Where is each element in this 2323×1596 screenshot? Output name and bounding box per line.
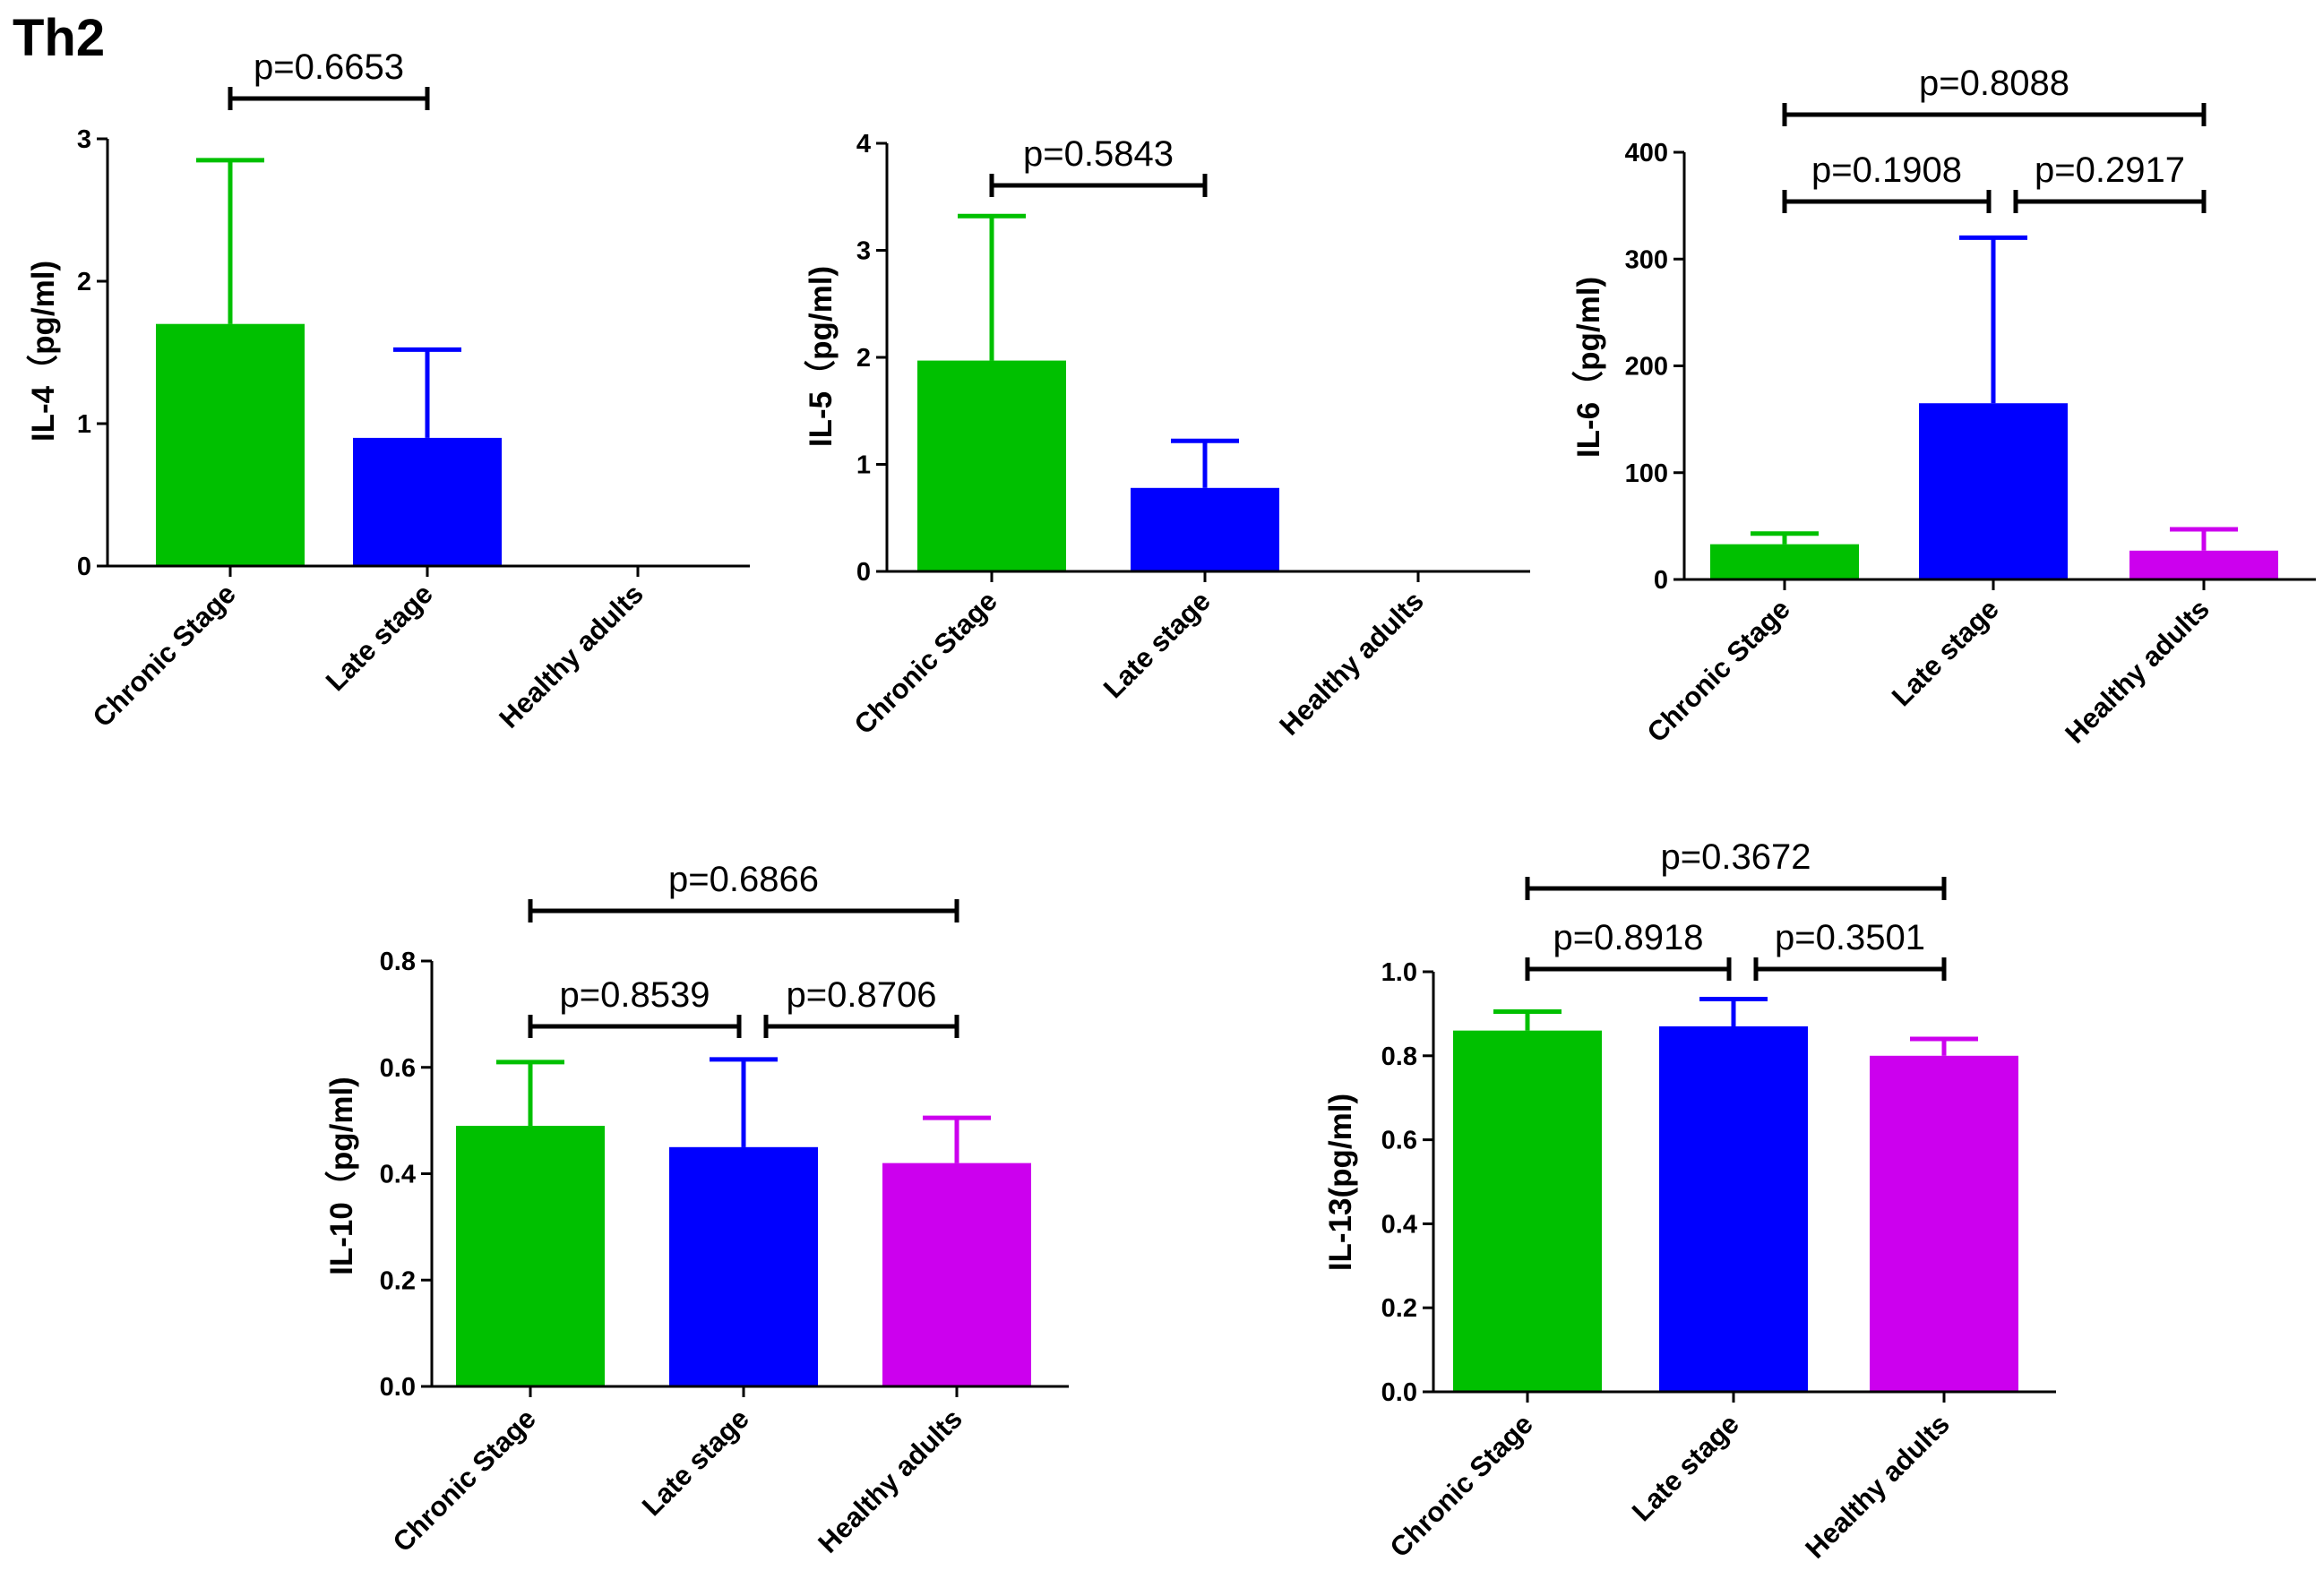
y-tick-label: 0.0 [1381, 1378, 1417, 1407]
chart-il6: 0 100 200 300 400 Chronic Stage Late stage Heal… [1571, 64, 2316, 750]
y-tick-label: 3 [856, 237, 871, 266]
category-label: Healthy adults [493, 578, 650, 734]
p-value-label: p=0.8088 [1919, 64, 2069, 103]
p-value-label: p=0.8539 [560, 975, 710, 1015]
y-tick-label: 200 [1625, 353, 1668, 382]
category-label: Chronic Stage [387, 1403, 542, 1557]
bar-chronic [156, 323, 305, 566]
y-tick-label: 0.0 [380, 1373, 416, 1402]
y-tick-label: 1.0 [1381, 958, 1417, 987]
bar-late [669, 1146, 818, 1386]
y-tick-label: 0.2 [380, 1266, 416, 1295]
p-value-label: p=0.3501 [1775, 918, 1925, 957]
category-label: Chronic Stage [848, 585, 1003, 740]
bar-late [1659, 1025, 1808, 1392]
chart-il5: 0 1 2 3 4 Chronic Stage Late stage Healthy adul… [804, 130, 1530, 742]
p-value-label: p=0.3672 [1661, 837, 1811, 877]
category-label: Chronic Stage [87, 578, 242, 733]
bar-chronic [1453, 1030, 1602, 1392]
bar-chronic [1710, 544, 1859, 579]
y-axis-label: IL-4（pg/ml) [26, 261, 61, 442]
y-tick-label: 0 [1654, 566, 1668, 595]
y-tick-label: 0.6 [380, 1054, 416, 1083]
y-tick-label: 0.8 [380, 948, 416, 976]
y-tick-label: 0 [77, 553, 91, 581]
bar-healthy [882, 1163, 1031, 1386]
bar-chronic [917, 360, 1066, 571]
bar-chronic [456, 1126, 605, 1386]
y-tick-label: 100 [1625, 459, 1668, 488]
category-label: Late stage [636, 1403, 755, 1522]
chart-il4: 0 1 2 3 Chronic Stage Late stage Healthy adult… [26, 47, 750, 734]
category-label: Late stage [1626, 1408, 1745, 1527]
y-axis-label: IL-13(pg/ml) [1323, 1094, 1358, 1271]
y-tick-label: 0.4 [1381, 1210, 1417, 1239]
y-tick-label: 1 [77, 410, 91, 439]
y-axis-label: IL-6（pg/ml) [1571, 277, 1606, 458]
category-label: Chronic Stage [1641, 593, 1796, 748]
chart-il10: 0.0 0.2 0.4 0.6 0.8 Chronic Stage Late stage He… [324, 860, 1069, 1559]
category-label: Healthy adults [812, 1403, 968, 1559]
category-label: Late stage [1886, 593, 2005, 712]
p-value-label: p=0.1908 [1811, 150, 1962, 190]
category-label: Healthy adults [1799, 1408, 1956, 1565]
chart-il13: 0.0 0.2 0.4 0.6 0.8 1.0 Chronic Stage Late stag… [1323, 837, 2056, 1565]
p-value-label: p=0.8706 [787, 975, 937, 1015]
y-tick-label: 3 [77, 125, 91, 154]
p-value-label: p=0.6866 [668, 860, 819, 899]
figure-title: Th2 [13, 9, 105, 67]
y-tick-label: 2 [856, 344, 871, 373]
y-tick-label: 0 [856, 558, 871, 587]
category-label: Late stage [320, 578, 439, 697]
y-tick-label: 0.2 [1381, 1294, 1417, 1323]
y-axis-label: IL-5（pg/ml) [804, 266, 839, 447]
bar-late [1919, 403, 2068, 579]
category-label: Chronic Stage [1384, 1408, 1539, 1563]
y-axis-label: IL-10（pg/ml) [324, 1077, 359, 1275]
category-label: Late stage [1097, 585, 1217, 704]
y-tick-label: 0.4 [380, 1161, 416, 1189]
y-tick-label: 300 [1625, 245, 1668, 274]
y-tick-label: 400 [1625, 139, 1668, 167]
p-value-label: p=0.8918 [1553, 918, 1704, 957]
p-value-label: p=0.6653 [254, 47, 404, 87]
bar-healthy [1870, 1055, 2018, 1392]
y-tick-label: 0.6 [1381, 1127, 1417, 1155]
category-label: Healthy adults [1273, 585, 1430, 742]
bar-healthy [2129, 550, 2278, 579]
category-label: Healthy adults [2059, 593, 2215, 750]
y-tick-label: 0.8 [1381, 1043, 1417, 1071]
p-value-label: p=0.2917 [2035, 150, 2185, 190]
p-value-label: p=0.5843 [1023, 134, 1174, 174]
y-tick-label: 4 [856, 130, 871, 159]
y-tick-label: 2 [77, 268, 91, 296]
bar-late [353, 437, 502, 566]
bar-late [1131, 487, 1279, 571]
y-tick-label: 1 [856, 451, 871, 480]
